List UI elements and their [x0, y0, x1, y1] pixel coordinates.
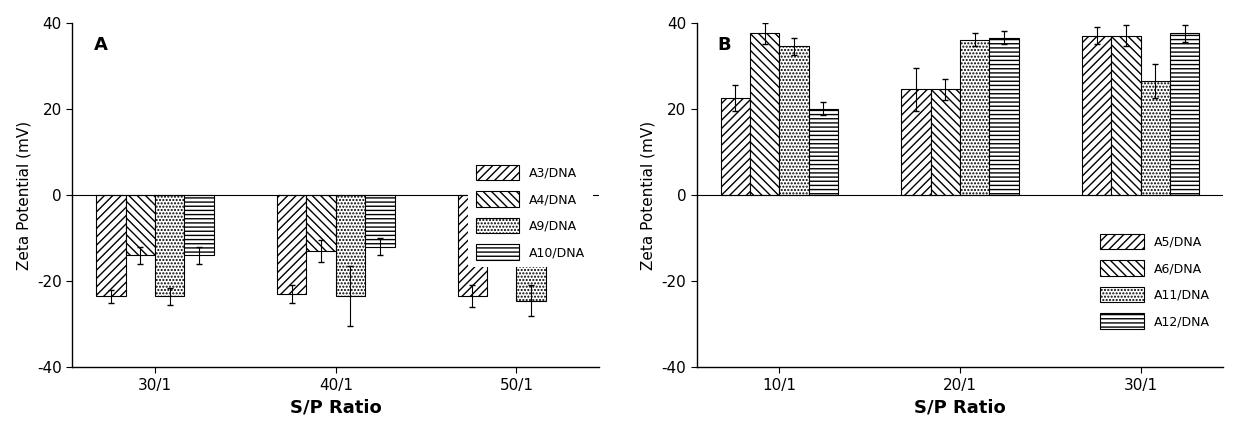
Text: A: A [93, 36, 108, 55]
Bar [720, 98, 750, 195]
Y-axis label: Zeta Potential (mV): Zeta Potential (mV) [641, 120, 656, 270]
Bar [930, 90, 960, 195]
Bar [1083, 36, 1111, 195]
Bar [990, 38, 1019, 195]
Bar [97, 195, 125, 296]
Bar [546, 195, 575, 229]
Bar [125, 195, 155, 255]
X-axis label: S/P Ratio: S/P Ratio [290, 398, 382, 417]
Bar [750, 33, 779, 195]
Bar [517, 195, 546, 301]
Bar [1171, 33, 1199, 195]
Legend: A5/DNA, A6/DNA, A11/DNA, A12/DNA: A5/DNA, A6/DNA, A11/DNA, A12/DNA [1092, 226, 1218, 336]
Bar [1141, 81, 1171, 195]
Bar [808, 109, 838, 195]
Bar [155, 195, 185, 296]
Text: B: B [718, 36, 732, 55]
Bar [185, 195, 213, 255]
X-axis label: S/P Ratio: S/P Ratio [914, 398, 1006, 417]
Y-axis label: Zeta Potential (mV): Zeta Potential (mV) [16, 120, 32, 270]
Bar [458, 195, 487, 296]
Bar [487, 195, 517, 210]
Bar [1111, 36, 1141, 195]
Bar [365, 195, 394, 247]
Bar [901, 90, 930, 195]
Bar [960, 40, 990, 195]
Bar [779, 46, 808, 195]
Bar [336, 195, 365, 296]
Legend: A3/DNA, A4/DNA, A9/DNA, A10/DNA: A3/DNA, A4/DNA, A9/DNA, A10/DNA [467, 157, 593, 267]
Bar [277, 195, 306, 294]
Bar [306, 195, 336, 251]
